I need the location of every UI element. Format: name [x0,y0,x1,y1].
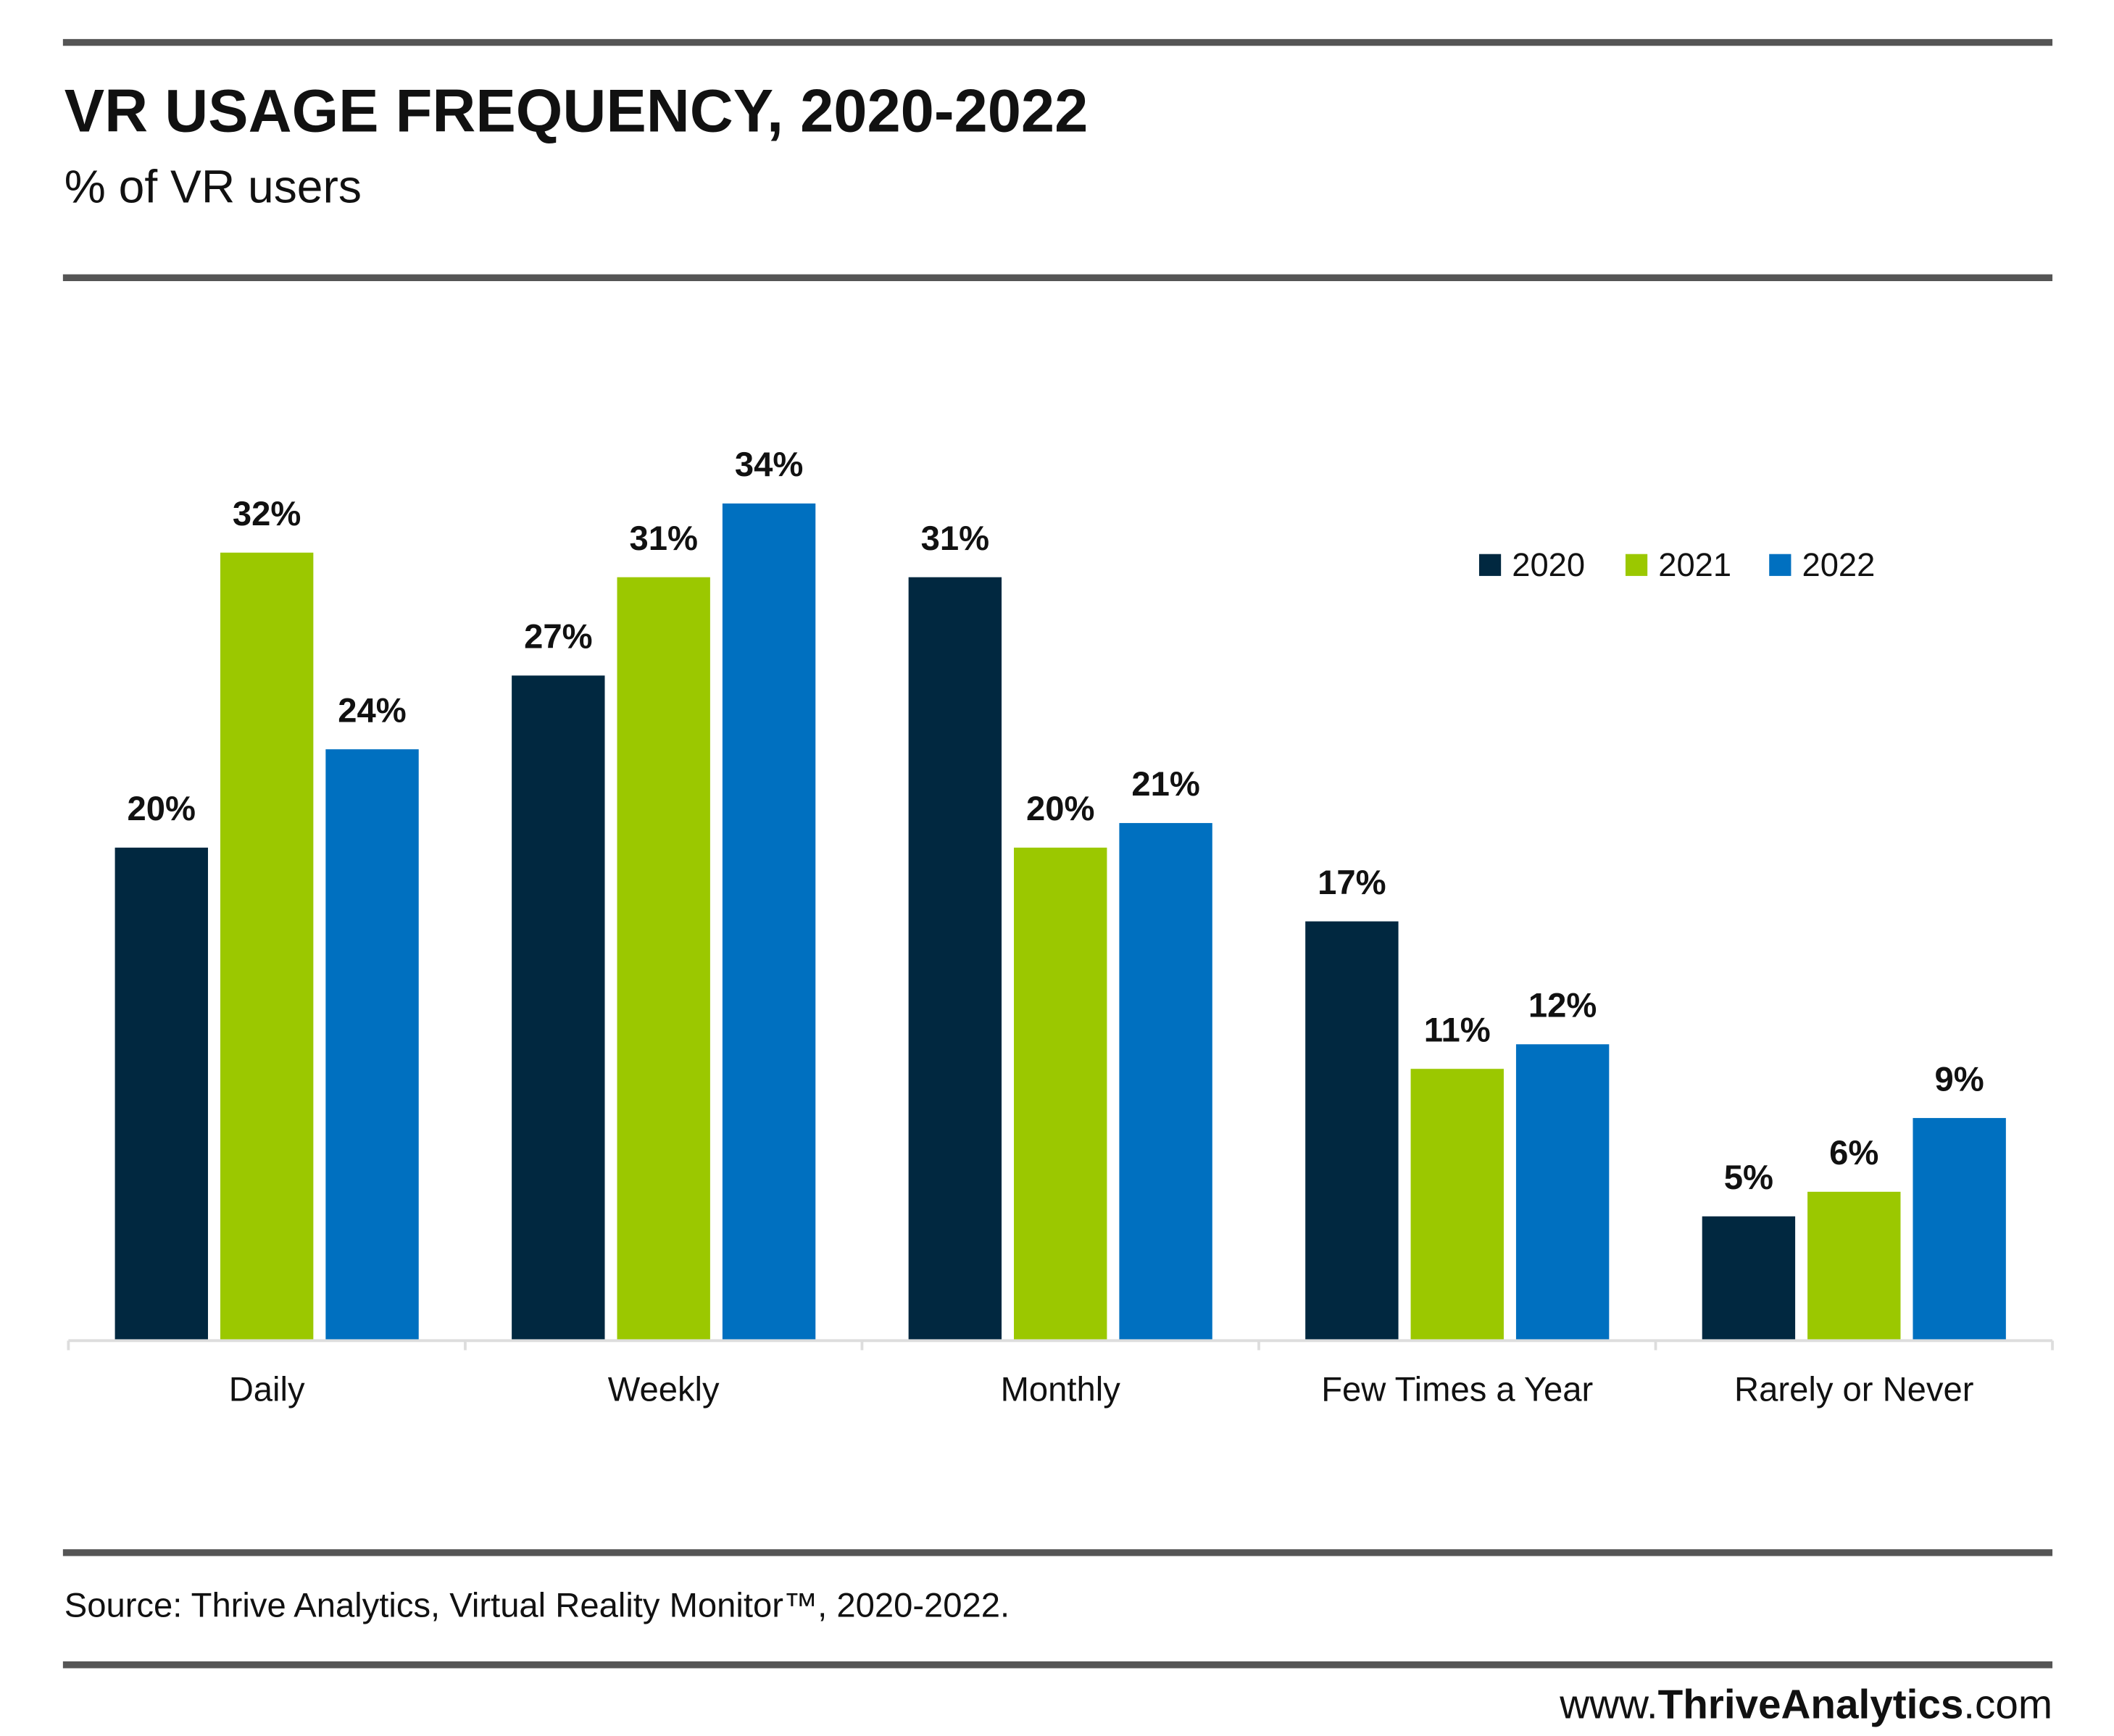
x-tick-label: Daily [229,1370,305,1409]
value-label: 12% [1528,987,1597,1025]
value-label: 9% [1935,1060,1984,1098]
website-part: www. [1559,1682,1657,1727]
bar [1410,1069,1504,1340]
legend-label: 2021 [1658,546,1731,583]
bar [1807,1191,1901,1340]
plot-area: Daily 20% 32% 24% Weekly 27% 31% 34% Monthly 31% 2… [67,446,2054,1409]
website-part: ThriveAnalytics [1658,1682,1964,1727]
bar [1702,1216,1796,1340]
value-label: 6% [1829,1134,1878,1172]
chart-subtitle: % of VR users [64,160,362,212]
value-label: 5% [1724,1159,1773,1197]
bar [512,675,605,1340]
legend-swatch [1625,554,1648,576]
value-label: 20% [128,790,196,828]
bar [1014,847,1107,1340]
value-label: 21% [1131,765,1199,804]
legend-label: 2020 [1512,546,1585,583]
bar [1515,1044,1610,1340]
x-tick-label: Rarely or Never [1734,1370,1973,1409]
chart-title: VR USAGE FREQUENCY, 2020-2022 [64,77,1089,144]
bar [617,577,710,1340]
bar [115,847,208,1340]
bar [1305,921,1399,1340]
bar [1913,1118,2006,1340]
website: www.ThriveAnalytics.com [1559,1682,2052,1727]
x-tick-label: Weekly [608,1370,720,1409]
website-part: .com [1963,1682,2052,1727]
x-tick-label: Monthly [1001,1370,1121,1409]
bar [220,552,314,1340]
source-note: Source: Thrive Analytics, Virtual Realit… [64,1587,1010,1625]
bar [1119,822,1212,1340]
bar [908,577,1002,1340]
value-label: 24% [338,691,406,730]
legend-swatch [1478,554,1502,576]
x-tick-label: Few Times a Year [1321,1370,1593,1409]
value-label: 17% [1318,864,1386,902]
value-label: 31% [921,519,989,558]
legend-label: 2022 [1802,546,1876,583]
bar [325,749,419,1340]
bar [722,503,816,1340]
value-label: 20% [1026,790,1094,828]
value-label: 27% [524,618,592,656]
value-label: 34% [735,446,803,484]
value-label: 31% [629,519,697,558]
value-label: 32% [233,495,301,533]
legend-swatch [1769,554,1792,576]
value-label: 11% [1424,1011,1491,1049]
